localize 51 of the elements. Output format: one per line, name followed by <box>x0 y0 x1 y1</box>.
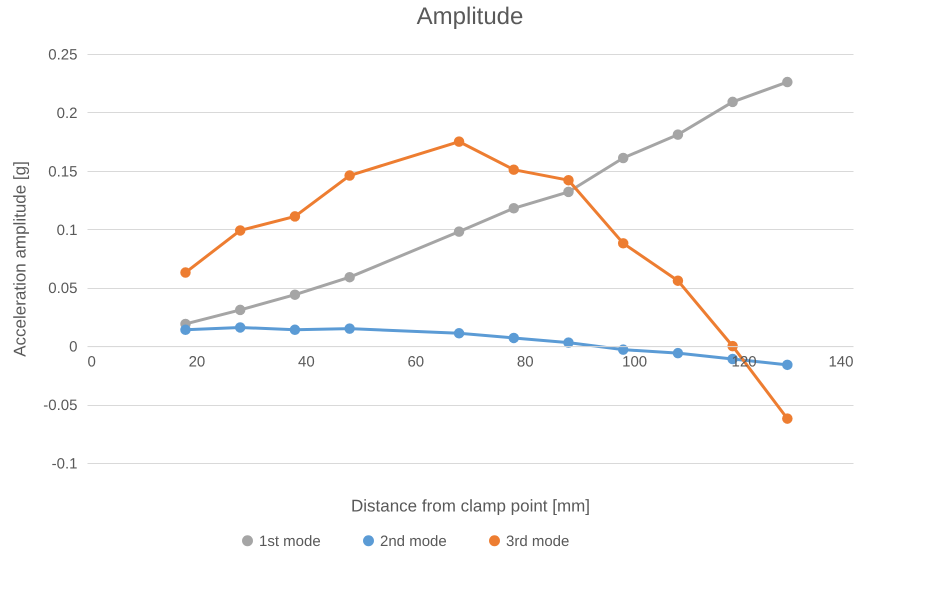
point <box>180 324 191 336</box>
x-tick-label: 0 <box>88 354 96 371</box>
point <box>234 225 246 236</box>
point <box>290 289 300 300</box>
point <box>782 413 793 424</box>
point <box>563 174 574 186</box>
point <box>234 322 246 333</box>
x-tick-label: 60 <box>407 354 424 371</box>
chart-title: Amplitude <box>416 3 524 30</box>
point <box>618 238 628 249</box>
y-tick-label: 0.1 <box>56 222 78 239</box>
point <box>454 136 464 147</box>
point <box>563 337 574 348</box>
point <box>618 152 628 164</box>
point <box>454 226 464 237</box>
point <box>672 129 684 140</box>
point <box>344 323 355 334</box>
point <box>672 275 684 286</box>
point <box>508 332 520 344</box>
y-tick-label: 0.05 <box>48 280 78 298</box>
y-tick-label: 0 <box>69 338 78 356</box>
y-tick-label: -0.1 <box>52 456 78 472</box>
point <box>234 304 246 316</box>
x-tick-label: 100 <box>622 354 648 371</box>
point <box>508 164 520 175</box>
point <box>344 170 355 181</box>
point <box>672 348 684 358</box>
point <box>290 324 300 336</box>
point <box>782 360 793 370</box>
legend-label: 3rd mode <box>506 532 570 550</box>
point <box>782 76 793 88</box>
x-tick-label: 80 <box>516 354 534 371</box>
point <box>290 211 300 222</box>
point <box>727 96 738 108</box>
x-tick-label: 140 <box>828 354 854 371</box>
point <box>454 328 464 339</box>
y-axis-title: Acceleration amplitude [g] <box>10 161 30 357</box>
y-tick-label: -0.05 <box>43 397 78 414</box>
point <box>344 272 355 282</box>
y-tick-label: 0.25 <box>48 46 78 64</box>
x-tick-label: 120 <box>732 354 757 371</box>
y-tick-label: 0.15 <box>48 163 78 180</box>
y-tick-label: 0.2 <box>56 104 78 122</box>
legend-label: 1st mode <box>259 532 321 550</box>
x-tick-label: 40 <box>298 354 315 371</box>
point <box>508 203 520 214</box>
point <box>563 186 574 198</box>
x-tick-label: 20 <box>188 354 206 371</box>
legend-label: 2nd mode <box>380 532 447 550</box>
x-axis-title: Distance from clamp point [mm] <box>350 496 590 516</box>
point <box>180 267 191 278</box>
